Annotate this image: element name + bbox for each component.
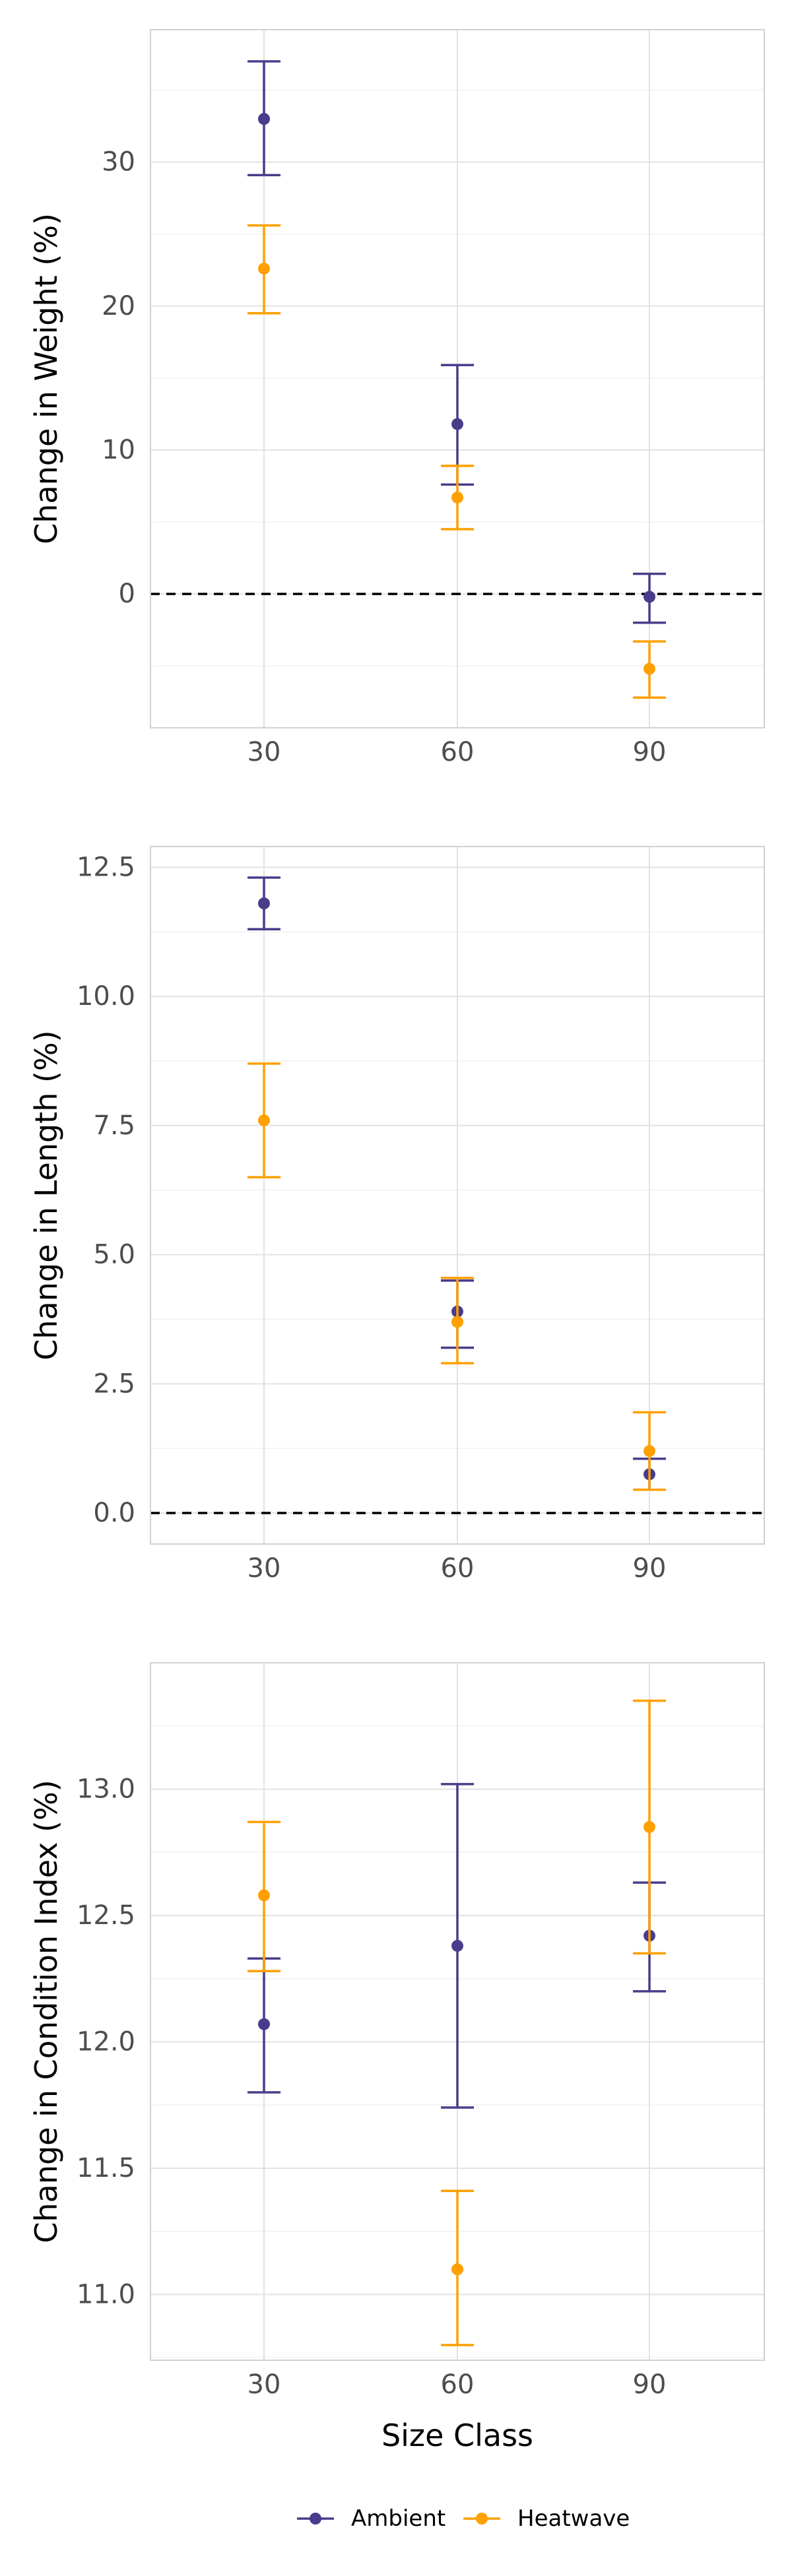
y-tick-label: 12.0 [77, 2026, 135, 2057]
data-point [258, 1114, 270, 1126]
y-axis-title: Change in Length (%) [28, 1030, 64, 1360]
data-point [451, 1316, 463, 1328]
y-tick-label: 7.5 [93, 1111, 135, 1141]
legend-key-point [476, 2513, 488, 2525]
legend-key-point [310, 2513, 321, 2525]
series-heatwave [248, 1699, 666, 2346]
y-tick-label: 10.0 [77, 981, 135, 1012]
y-tick-label: 12.5 [77, 1900, 135, 1931]
y-axis-title: Change in Condition Index (%) [28, 1780, 64, 2243]
data-point [258, 2018, 270, 2030]
x-tick-label: 60 [441, 1553, 475, 1584]
x-tick-label: 90 [633, 1553, 667, 1584]
x-tick-label: 60 [441, 2369, 475, 2400]
y-tick-label: 30 [102, 147, 135, 177]
y-tick-label: 5.0 [93, 1240, 135, 1270]
x-axis-title: Size Class [381, 2418, 533, 2453]
y-tick-label: 10 [102, 435, 135, 465]
y-tick-label: 11.5 [77, 2153, 135, 2183]
y-tick-label: 0 [119, 579, 135, 609]
data-point [451, 1939, 463, 1952]
x-tick-label: 90 [633, 2369, 667, 2400]
y-tick-label: 0.0 [93, 1498, 135, 1528]
series-heatwave [248, 1062, 666, 1491]
y-tick-label: 20 [102, 291, 135, 321]
panel-border [150, 29, 765, 728]
data-point [644, 591, 655, 603]
x-tick-label: 60 [441, 737, 475, 767]
legend-label: Ambient [351, 2505, 446, 2532]
data-point [258, 113, 270, 125]
x-tick-label: 30 [248, 2369, 281, 2400]
x-tick-label: 30 [248, 1553, 281, 1584]
panel-1: 0 10 20 30 30 60 90 Change in Weight (%) [28, 29, 765, 767]
panel-border [150, 846, 765, 1545]
data-point [258, 897, 270, 910]
data-point [644, 662, 655, 675]
data-point [451, 2263, 463, 2276]
panel-3: 11.0 11.5 12.0 12.5 13.0 30 60 90 Change in Cond… [28, 1662, 765, 2453]
y-axis-title: Change in Weight (%) [28, 213, 64, 544]
y-tick-label: 2.5 [93, 1368, 135, 1399]
y-tick-label: 12.5 [77, 852, 135, 882]
y-tick-label: 11.0 [77, 2279, 135, 2309]
y-tick-label: 13.0 [77, 1774, 135, 1804]
panel-2: 0.0 2.5 5.0 7.5 10.0 12.5 30 60 90 Change in Leng… [28, 846, 765, 1584]
data-point [644, 1820, 655, 1833]
panel-border [150, 1662, 765, 2361]
data-point [258, 263, 270, 275]
x-tick-label: 90 [633, 737, 667, 767]
series-ambient [248, 1783, 666, 2109]
data-point [451, 491, 463, 503]
series-heatwave [248, 224, 666, 699]
data-point [451, 418, 463, 430]
series-ambient [248, 60, 666, 624]
data-point [644, 1445, 655, 1458]
legend: Ambient Heatwave [297, 2505, 630, 2532]
x-tick-label: 30 [248, 737, 281, 767]
data-point [258, 1889, 270, 1902]
legend-label: Heatwave [517, 2505, 630, 2532]
